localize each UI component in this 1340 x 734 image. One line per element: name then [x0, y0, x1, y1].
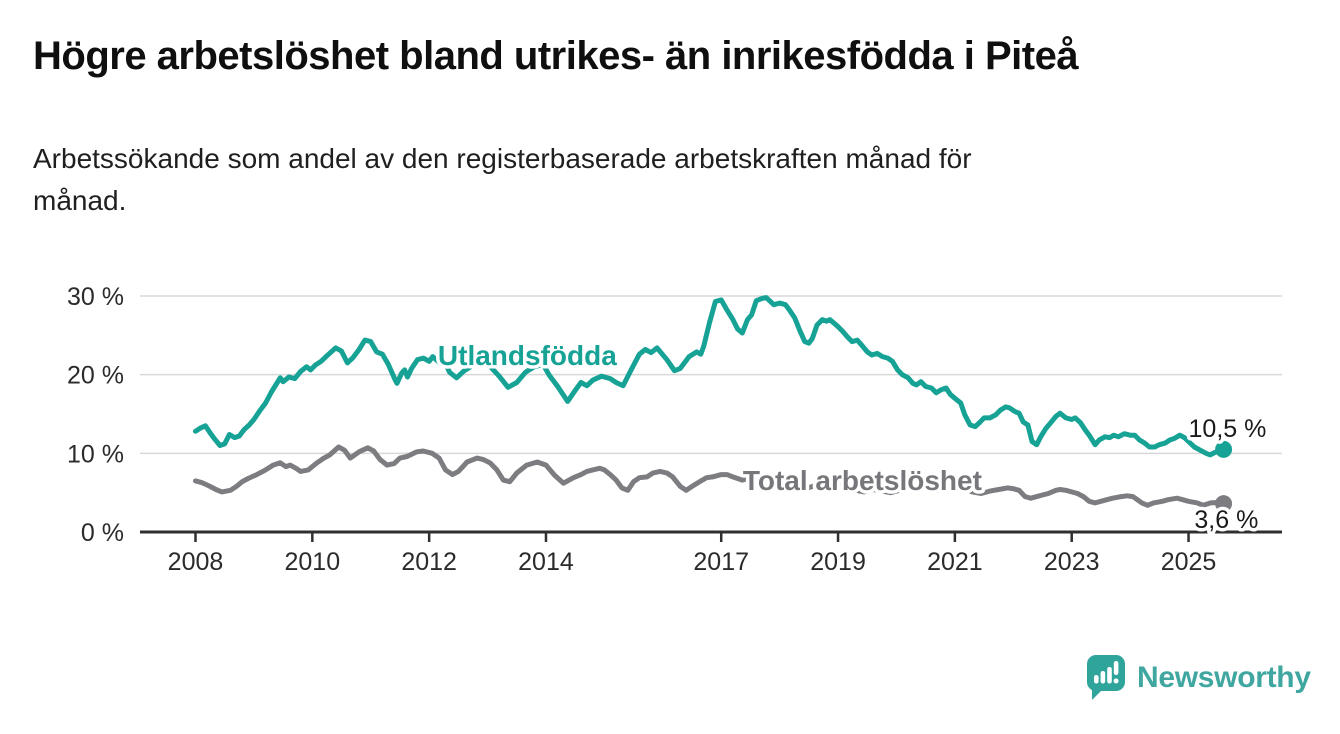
- series-end-dot-utlandsf-dda: [1215, 440, 1233, 458]
- series-end-dot-total-arbetsl-shet: [1215, 495, 1233, 513]
- x-tick-label-2019: 2019: [810, 548, 866, 576]
- series-label-total-arbetsl-shet: Total arbetslöshet: [743, 465, 982, 496]
- series-line-utlandsf-dda: [193, 295, 1227, 458]
- end-value-label-utlandsf-dda: 10,5 %: [1189, 415, 1267, 443]
- y-tick-label-10: 10 %: [67, 440, 124, 468]
- subtitle-line-1: Arbetssökande som andel av den registerb…: [33, 143, 972, 174]
- newsworthy-logo[interactable]: Newsworthy: [1086, 654, 1311, 702]
- x-tick-label-2014: 2014: [518, 548, 574, 576]
- series-line-total-arbetsl-shet: [193, 444, 1227, 508]
- y-tick-label-30: 30 %: [67, 283, 124, 311]
- y-tick-label-0: 0 %: [81, 519, 124, 547]
- x-tick-label-2025: 2025: [1161, 548, 1217, 576]
- newsworthy-wordmark: Newsworthy: [1137, 661, 1311, 694]
- end-value-label-total-arbetsl-shet: 3,6 %: [1194, 506, 1258, 534]
- series-label-utlandsf-dda: Utlandsfödda: [438, 340, 617, 371]
- chart-subtitle: Arbetssökande som andel av den registerb…: [33, 138, 972, 222]
- y-tick-label-20: 20 %: [67, 362, 124, 390]
- page-title: Högre arbetslöshet bland utrikes- än inr…: [33, 34, 1079, 78]
- subtitle-line-2: månad.: [33, 185, 127, 216]
- x-tick-label-2008: 2008: [168, 548, 224, 576]
- x-tick-label-2012: 2012: [401, 548, 457, 576]
- x-tick-label-2017: 2017: [693, 548, 749, 576]
- x-tick-label-2021: 2021: [927, 548, 983, 576]
- x-tick-label-2010: 2010: [285, 548, 341, 576]
- x-tick-label-2023: 2023: [1044, 548, 1100, 576]
- newsworthy-logo-icon: [1087, 655, 1125, 700]
- speech-bubble-tail: [1092, 684, 1104, 700]
